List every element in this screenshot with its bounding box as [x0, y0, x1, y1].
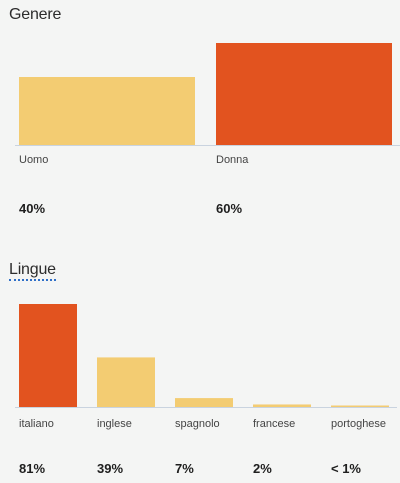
gender-value-label: 60%	[216, 201, 242, 216]
language-value-label: 39%	[97, 461, 123, 476]
language-chart-title-text: Lingue	[9, 261, 56, 281]
language-value-label: 81%	[19, 461, 45, 476]
gender-category-label: Donna	[216, 154, 249, 166]
language-value-label: 2%	[253, 461, 272, 476]
language-category-label: portoghese	[331, 418, 386, 430]
language-bar-portoghese	[331, 405, 389, 407]
language-value-label: 7%	[175, 461, 194, 476]
language-bar-spagnolo	[175, 398, 233, 407]
language-category-label: francese	[253, 418, 295, 430]
language-chart-title: Lingue	[9, 261, 56, 281]
gender-bar-Uomo	[19, 77, 195, 145]
language-bar-francese	[253, 404, 311, 407]
language-category-label: inglese	[97, 418, 132, 430]
language-category-label: italiano	[19, 418, 54, 430]
language-chart-plot: italiano 81% inglese 39% spagnolo 7% francese 2…	[15, 304, 397, 476]
language-bar-inglese	[97, 357, 155, 407]
gender-category-label: Uomo	[19, 154, 48, 166]
gender-value-label: 40%	[19, 201, 45, 216]
gender-chart-plot: Uomo 40% Donna 60%	[15, 43, 400, 216]
language-chart: Lingue italiano 81% inglese 39% spagnolo 7% fr…	[0, 255, 400, 483]
language-bar-italiano	[19, 304, 77, 407]
gender-chart-title: Genere	[9, 6, 62, 23]
gender-chart: Genere Uomo 40% Donna 60%	[0, 0, 400, 230]
language-value-label: < 1%	[331, 461, 361, 476]
gender-bar-Donna	[216, 43, 392, 145]
language-category-label: spagnolo	[175, 418, 220, 430]
